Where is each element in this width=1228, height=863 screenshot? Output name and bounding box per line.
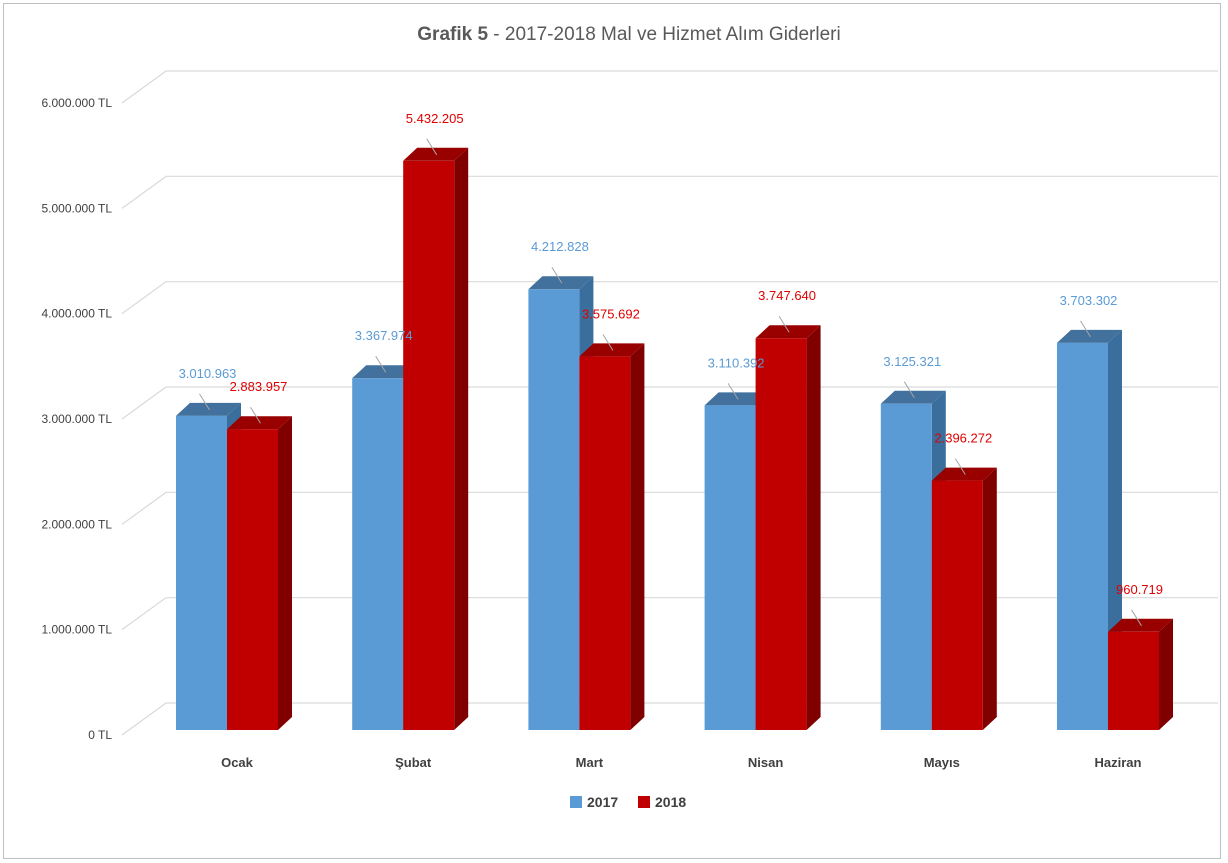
y-axis-ticks: 0 TL 1.000.000 TL 2.000.000 TL 3.000.000 TL… [41,96,112,742]
gridline [121,70,1218,104]
bar-side [630,343,645,730]
bar-side [1159,618,1173,730]
bar-top [1057,329,1122,343]
data-label-2017-Ocak: 3.010.963 [179,366,237,381]
gridline [121,386,1218,420]
bar-chart: 0 TL 1.000.000 TL 2.000.000 TL 3.000.000 TL… [41,24,1218,810]
data-label-2017-Nisan: 3.110.392 [708,355,765,370]
bar-top [931,467,997,481]
bar-front [704,405,756,730]
y-tick-label: 6.000.000 TL [41,96,112,110]
bar-top [704,392,770,406]
y-tick-label: 5.000.000 TL [41,201,112,215]
bar-2018-Şubat [403,147,469,730]
y-tick-label: 0 TL [88,728,112,742]
bars [176,147,1173,730]
data-label-2018-Haziran: 960.719 [1116,582,1163,597]
data-label-2017-Şubat: 3.367.974 [355,328,413,343]
x-tick-label-Şubat: Şubat [395,755,432,770]
chart-title: Grafik 5 - 2017-2018 Mal ve Hizmet Alım … [417,24,840,45]
x-tick-label-Mart: Mart [576,755,604,770]
chart-frame: 0 TL 1.000.000 TL 2.000.000 TL 3.000.000 TL… [3,3,1221,859]
gridline [121,702,1218,736]
legend-label: 2018 [655,794,686,810]
legend-label: 2017 [587,794,618,810]
x-tick-label-Mayıs: Mayıs [924,755,960,770]
bar-front [403,160,455,730]
bar-front [755,338,807,730]
gridline [121,597,1218,631]
leader-line [903,381,915,399]
leader-line [375,355,387,373]
data-label-2017-Haziran: 3.703.302 [1060,293,1118,308]
data-label-2017-Mayıs: 3.125.321 [883,354,941,369]
bar-side [454,147,469,730]
gridline [121,491,1218,525]
data-label-2018-Ocak: 2.883.957 [230,379,288,394]
leader-line [1131,609,1142,627]
bar-front [227,429,278,730]
legend: 2017 2018 [570,794,686,810]
x-tick-label-Nisan: Nisan [748,755,783,770]
bar-front [1108,631,1159,730]
y-tick-label: 3.000.000 TL [41,412,112,426]
data-label-2018-Şubat: 5.432.205 [406,111,464,126]
data-label-2018-Nisan: 3.747.640 [758,288,816,303]
bar-front [579,356,631,730]
chart-title-rest: - 2017-2018 Mal ve Hizmet Alım Giderleri [488,24,841,45]
bar-front [880,403,932,730]
bar-front [1057,342,1108,730]
leader-line [778,315,790,333]
legend-swatch [570,796,582,808]
bar-top [1108,618,1173,632]
gridline [121,175,1218,209]
gridline [121,281,1218,315]
leader-line [551,266,563,284]
y-tick-label: 1.000.000 TL [41,623,112,637]
bar-front [352,378,404,730]
legend-item-2018: 2018 [638,794,686,810]
legend-swatch [638,796,650,808]
bar-side [278,416,292,730]
x-tick-label-Ocak: Ocak [221,755,254,770]
bar-top [528,276,594,290]
bar-top [352,365,418,379]
x-tick-label-Haziran: Haziran [1095,755,1142,770]
leader-line [199,393,210,411]
bar-front [528,289,580,730]
data-label-2018-Mart: 3.575.692 [582,306,640,321]
bar-side [982,467,997,730]
leader-line [426,138,438,156]
y-tick-label: 2.000.000 TL [41,517,112,531]
y-tick-label: 4.000.000 TL [41,307,112,321]
bar-top [755,325,821,339]
bar-side [806,325,821,730]
leader-line [727,383,739,400]
x-axis-ticks: Ocak Şubat Mart Nisan Mayıs Haziran [221,755,1141,770]
bar-top [227,416,292,430]
leader-line [1080,320,1091,338]
bar-top [403,147,469,161]
data-label-2017-Mart: 4.212.828 [531,239,589,254]
leader-line [954,458,966,475]
bar-front [931,480,983,730]
bar-2018-Mayıs [931,467,997,730]
chart-title-bold: Grafik 5 [417,24,488,45]
bar-2018-Mart [579,343,645,730]
bar-2018-Ocak [227,416,292,730]
leader-line [250,406,261,424]
bar-top [579,343,645,357]
legend-item-2017: 2017 [570,794,618,810]
bar-top [176,402,241,416]
leader-line [602,334,614,351]
bar-top [880,390,946,404]
gridlines [121,70,1218,736]
bar-2018-Haziran [1108,618,1173,730]
data-label-2018-Mayıs: 2.396.272 [934,431,992,446]
bar-2018-Nisan [755,325,821,730]
bar-front [176,415,227,730]
